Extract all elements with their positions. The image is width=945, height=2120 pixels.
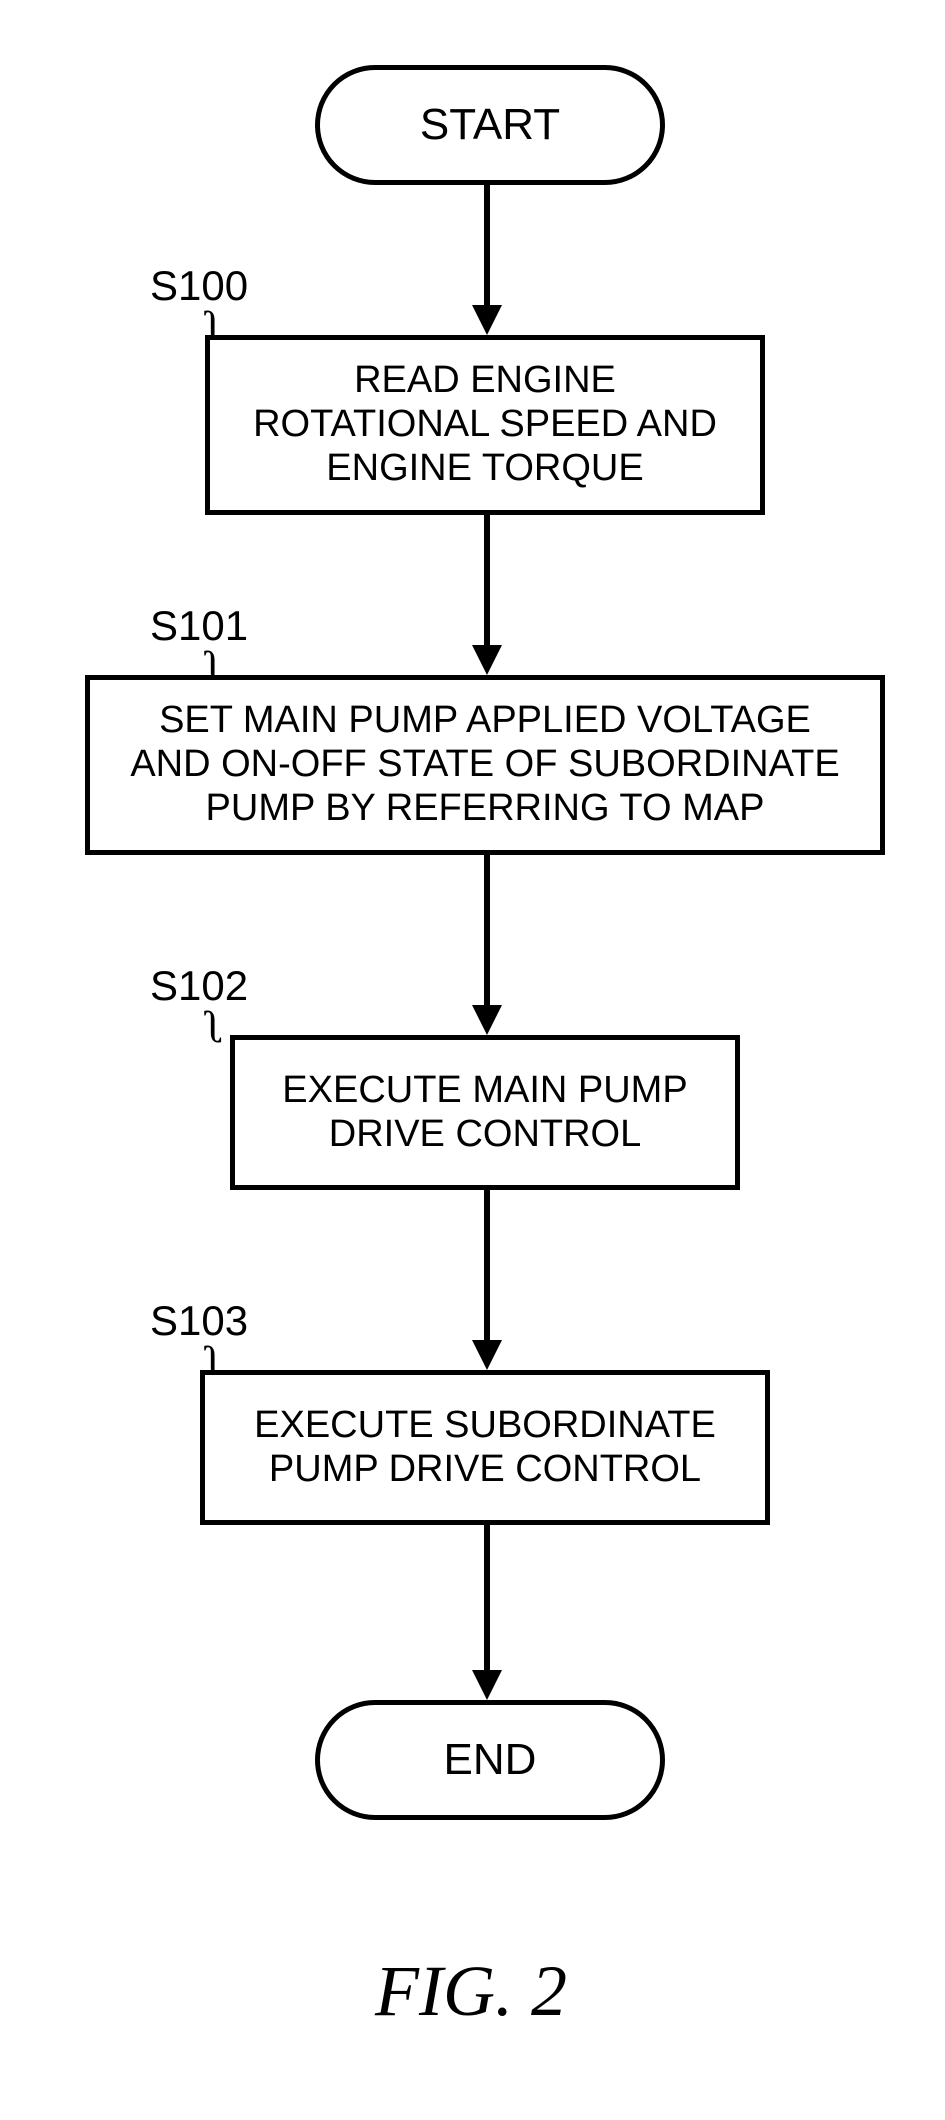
start-text: START — [420, 100, 560, 150]
process-s102: EXECUTE MAIN PUMPDRIVE CONTROL — [230, 1035, 740, 1190]
process-s100: READ ENGINEROTATIONAL SPEED ANDENGINE TO… — [205, 335, 765, 515]
edge-s100-s101-head — [472, 645, 502, 675]
process-s101-text: SET MAIN PUMP APPLIED VOLTAGEAND ON-OFF … — [130, 699, 839, 830]
edge-s103-end — [484, 1525, 490, 1670]
step-label-s101: S101 — [150, 602, 248, 650]
step-label-s103-text: S103 — [150, 1297, 248, 1344]
step-label-s102: S102 — [150, 962, 248, 1010]
flowchart-canvas: START S100 ʅ READ ENGINEROTATIONAL SPEED… — [0, 0, 945, 2120]
step-label-s101-text: S101 — [150, 602, 248, 649]
edge-s101-s102 — [484, 855, 490, 1005]
end-node: END — [315, 1700, 665, 1820]
step-label-s102-text: S102 — [150, 962, 248, 1009]
edge-s100-s101 — [484, 515, 490, 645]
edge-s102-s103 — [484, 1190, 490, 1340]
process-s100-text: READ ENGINEROTATIONAL SPEED ANDENGINE TO… — [253, 359, 717, 490]
process-s102-text: EXECUTE MAIN PUMPDRIVE CONTROL — [282, 1069, 687, 1156]
step-tail-s102: ʅ — [205, 1000, 225, 1053]
step-label-s100-text: S100 — [150, 262, 248, 309]
edge-s102-s103-head — [472, 1340, 502, 1370]
process-s103: EXECUTE SUBORDINATEPUMP DRIVE CONTROL — [200, 1370, 770, 1525]
process-s101: SET MAIN PUMP APPLIED VOLTAGEAND ON-OFF … — [85, 675, 885, 855]
figure-caption: FIG. 2 — [375, 1950, 567, 2033]
figure-caption-text: FIG. 2 — [375, 1951, 567, 2031]
edge-s103-end-head — [472, 1670, 502, 1700]
process-s103-text: EXECUTE SUBORDINATEPUMP DRIVE CONTROL — [254, 1404, 716, 1491]
end-text: END — [444, 1735, 537, 1785]
edge-start-s100 — [484, 185, 490, 305]
step-label-s103: S103 — [150, 1297, 248, 1345]
step-label-s100: S100 — [150, 262, 248, 310]
edge-s101-s102-head — [472, 1005, 502, 1035]
edge-start-s100-head — [472, 305, 502, 335]
start-node: START — [315, 65, 665, 185]
